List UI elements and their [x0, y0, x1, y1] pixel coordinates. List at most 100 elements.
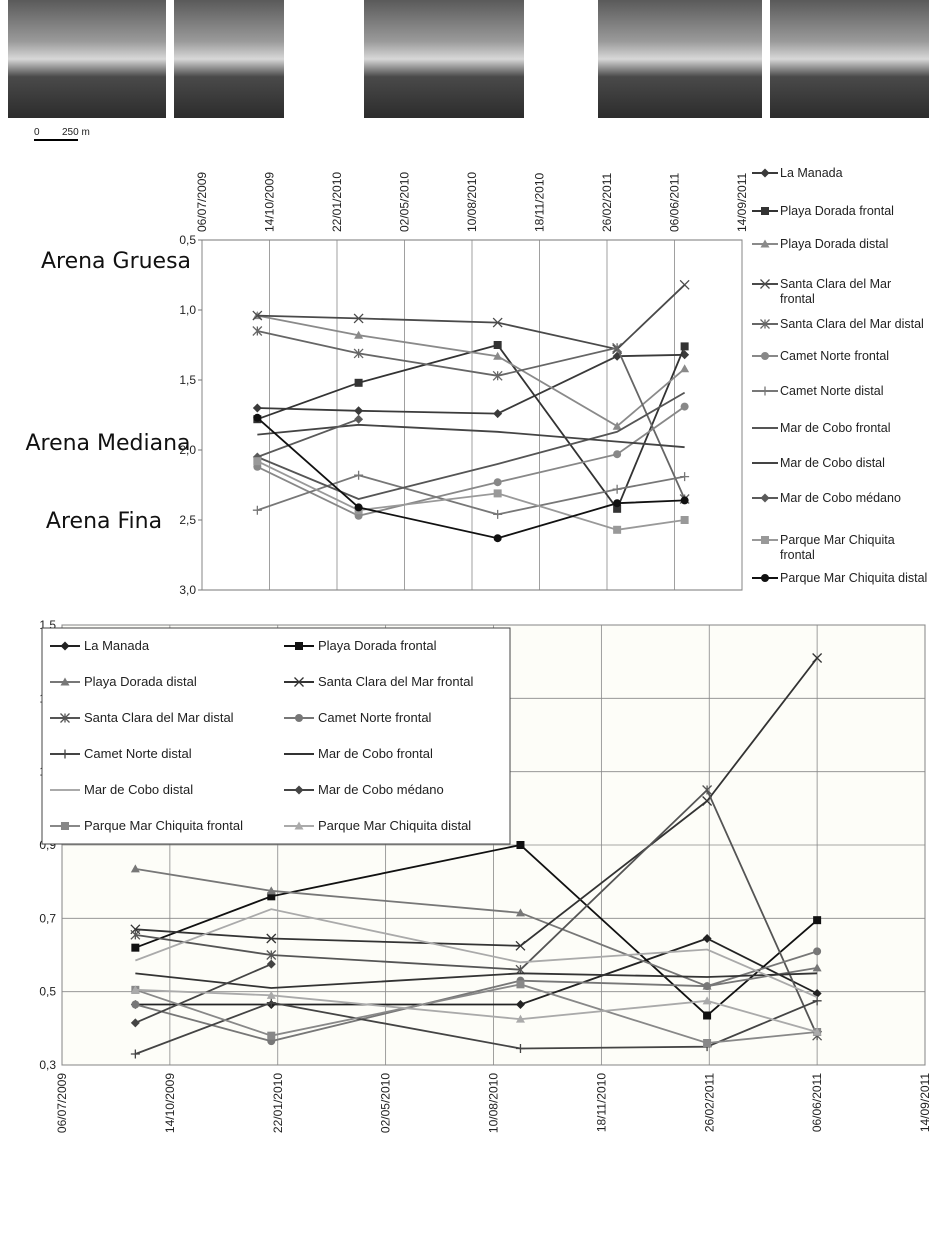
satellite-photo	[8, 0, 166, 118]
marker	[761, 352, 769, 360]
marker	[266, 998, 276, 1008]
marker	[354, 378, 363, 387]
y-tick-label: 0,5	[179, 233, 196, 247]
legend-label: Camet Norte frontal	[318, 710, 432, 725]
x-tick-label: 06/07/2009	[195, 172, 209, 232]
marker	[813, 916, 822, 925]
marker	[354, 406, 364, 416]
x-tick-label: 14/10/2009	[163, 1073, 177, 1133]
marker	[130, 1018, 140, 1028]
marker	[266, 933, 277, 944]
marker	[760, 386, 770, 396]
annotation: Arena Gruesa	[41, 249, 191, 274]
marker	[131, 943, 140, 952]
y-tick-label: 2,0	[179, 443, 196, 457]
marker	[760, 493, 770, 503]
y-tick-label: 3,0	[179, 583, 196, 597]
legend-label: Mar de Cobo distal	[84, 782, 193, 797]
marker	[60, 749, 70, 759]
y-tick-label: 0,7	[39, 911, 56, 925]
marker	[515, 940, 526, 951]
marker	[353, 348, 364, 359]
marker	[680, 402, 689, 411]
x-tick-label: 02/05/2010	[379, 1073, 393, 1133]
marker	[253, 413, 262, 422]
legend-label: Parque Mar Chiquita frontal	[780, 533, 895, 562]
x-tick-label: 26/02/2011	[702, 1073, 716, 1132]
marker	[492, 317, 503, 328]
marker	[515, 1044, 525, 1053]
legend-label: Parque Mar Chiquita distal	[318, 818, 471, 833]
marker	[266, 886, 276, 895]
marker	[516, 980, 525, 989]
marker	[354, 503, 363, 512]
series-line	[257, 423, 685, 449]
scale-zero: 0	[34, 127, 40, 138]
marker	[680, 364, 690, 373]
marker	[493, 351, 503, 360]
legend-label: Mar de Cobo médano	[780, 491, 901, 505]
x-tick-label: 06/06/2011	[668, 173, 682, 232]
marker	[493, 489, 502, 498]
legend-box	[41, 627, 511, 845]
marker	[294, 677, 304, 687]
marker	[295, 642, 303, 650]
marker	[354, 414, 364, 424]
x-tick-label: 02/05/2010	[398, 172, 412, 232]
scale-distance: 250 m	[62, 127, 90, 138]
marker	[354, 330, 364, 339]
marker	[60, 641, 70, 651]
x-tick-label: 10/08/2010	[487, 1073, 501, 1133]
satellite-photo	[174, 0, 284, 118]
x-tick-label: 18/11/2010	[533, 173, 547, 232]
marker	[613, 525, 622, 534]
y-tick-label: 0,5	[39, 985, 56, 999]
legend-label: Mar de Cobo médano	[318, 782, 444, 797]
marker	[267, 1031, 276, 1040]
x-tick-label: 10/08/2010	[465, 172, 479, 232]
marker	[515, 1000, 525, 1009]
marker	[760, 279, 770, 289]
marker	[295, 714, 303, 722]
legend-label: Playa Dorada frontal	[780, 204, 894, 218]
legend-label: Santa Clara del Mar distal	[780, 317, 924, 331]
marker	[812, 963, 822, 972]
marker	[294, 821, 304, 830]
x-tick-label: 14/09/2011	[735, 173, 749, 232]
x-tick-label: 18/11/2010	[594, 1073, 608, 1132]
marker	[266, 959, 276, 969]
marker	[131, 1000, 140, 1009]
marker	[252, 505, 262, 515]
satellite-photo	[770, 0, 929, 118]
marker	[613, 504, 622, 513]
marker	[253, 457, 262, 466]
marker	[493, 478, 502, 487]
series-line	[257, 391, 686, 500]
marker	[702, 996, 712, 1005]
marker	[266, 990, 276, 999]
marker	[493, 534, 502, 543]
marker	[493, 509, 503, 519]
legend-label: La Manada	[780, 166, 843, 180]
marker	[760, 319, 770, 329]
marker	[516, 841, 525, 849]
marker	[252, 310, 263, 321]
marker	[61, 822, 69, 830]
marker	[703, 1011, 712, 1020]
y-tick-label: 0,3	[39, 1058, 56, 1072]
marker	[703, 982, 712, 991]
marker	[60, 677, 70, 686]
marker	[613, 450, 622, 459]
satellite-photo	[598, 0, 762, 118]
marker	[760, 239, 770, 248]
marker	[702, 785, 713, 795]
marker	[612, 484, 622, 494]
marker	[267, 892, 276, 901]
marker	[812, 653, 823, 663]
legend-label: Parque Mar Chiquita frontal	[84, 818, 243, 833]
legend-label: Santa Clara del Mar frontal	[318, 674, 473, 689]
x-tick-label: 06/06/2011	[810, 1073, 824, 1132]
marker	[60, 713, 70, 723]
legend-label: Santa Clara del Mar frontal	[780, 277, 892, 306]
marker	[703, 1039, 712, 1047]
